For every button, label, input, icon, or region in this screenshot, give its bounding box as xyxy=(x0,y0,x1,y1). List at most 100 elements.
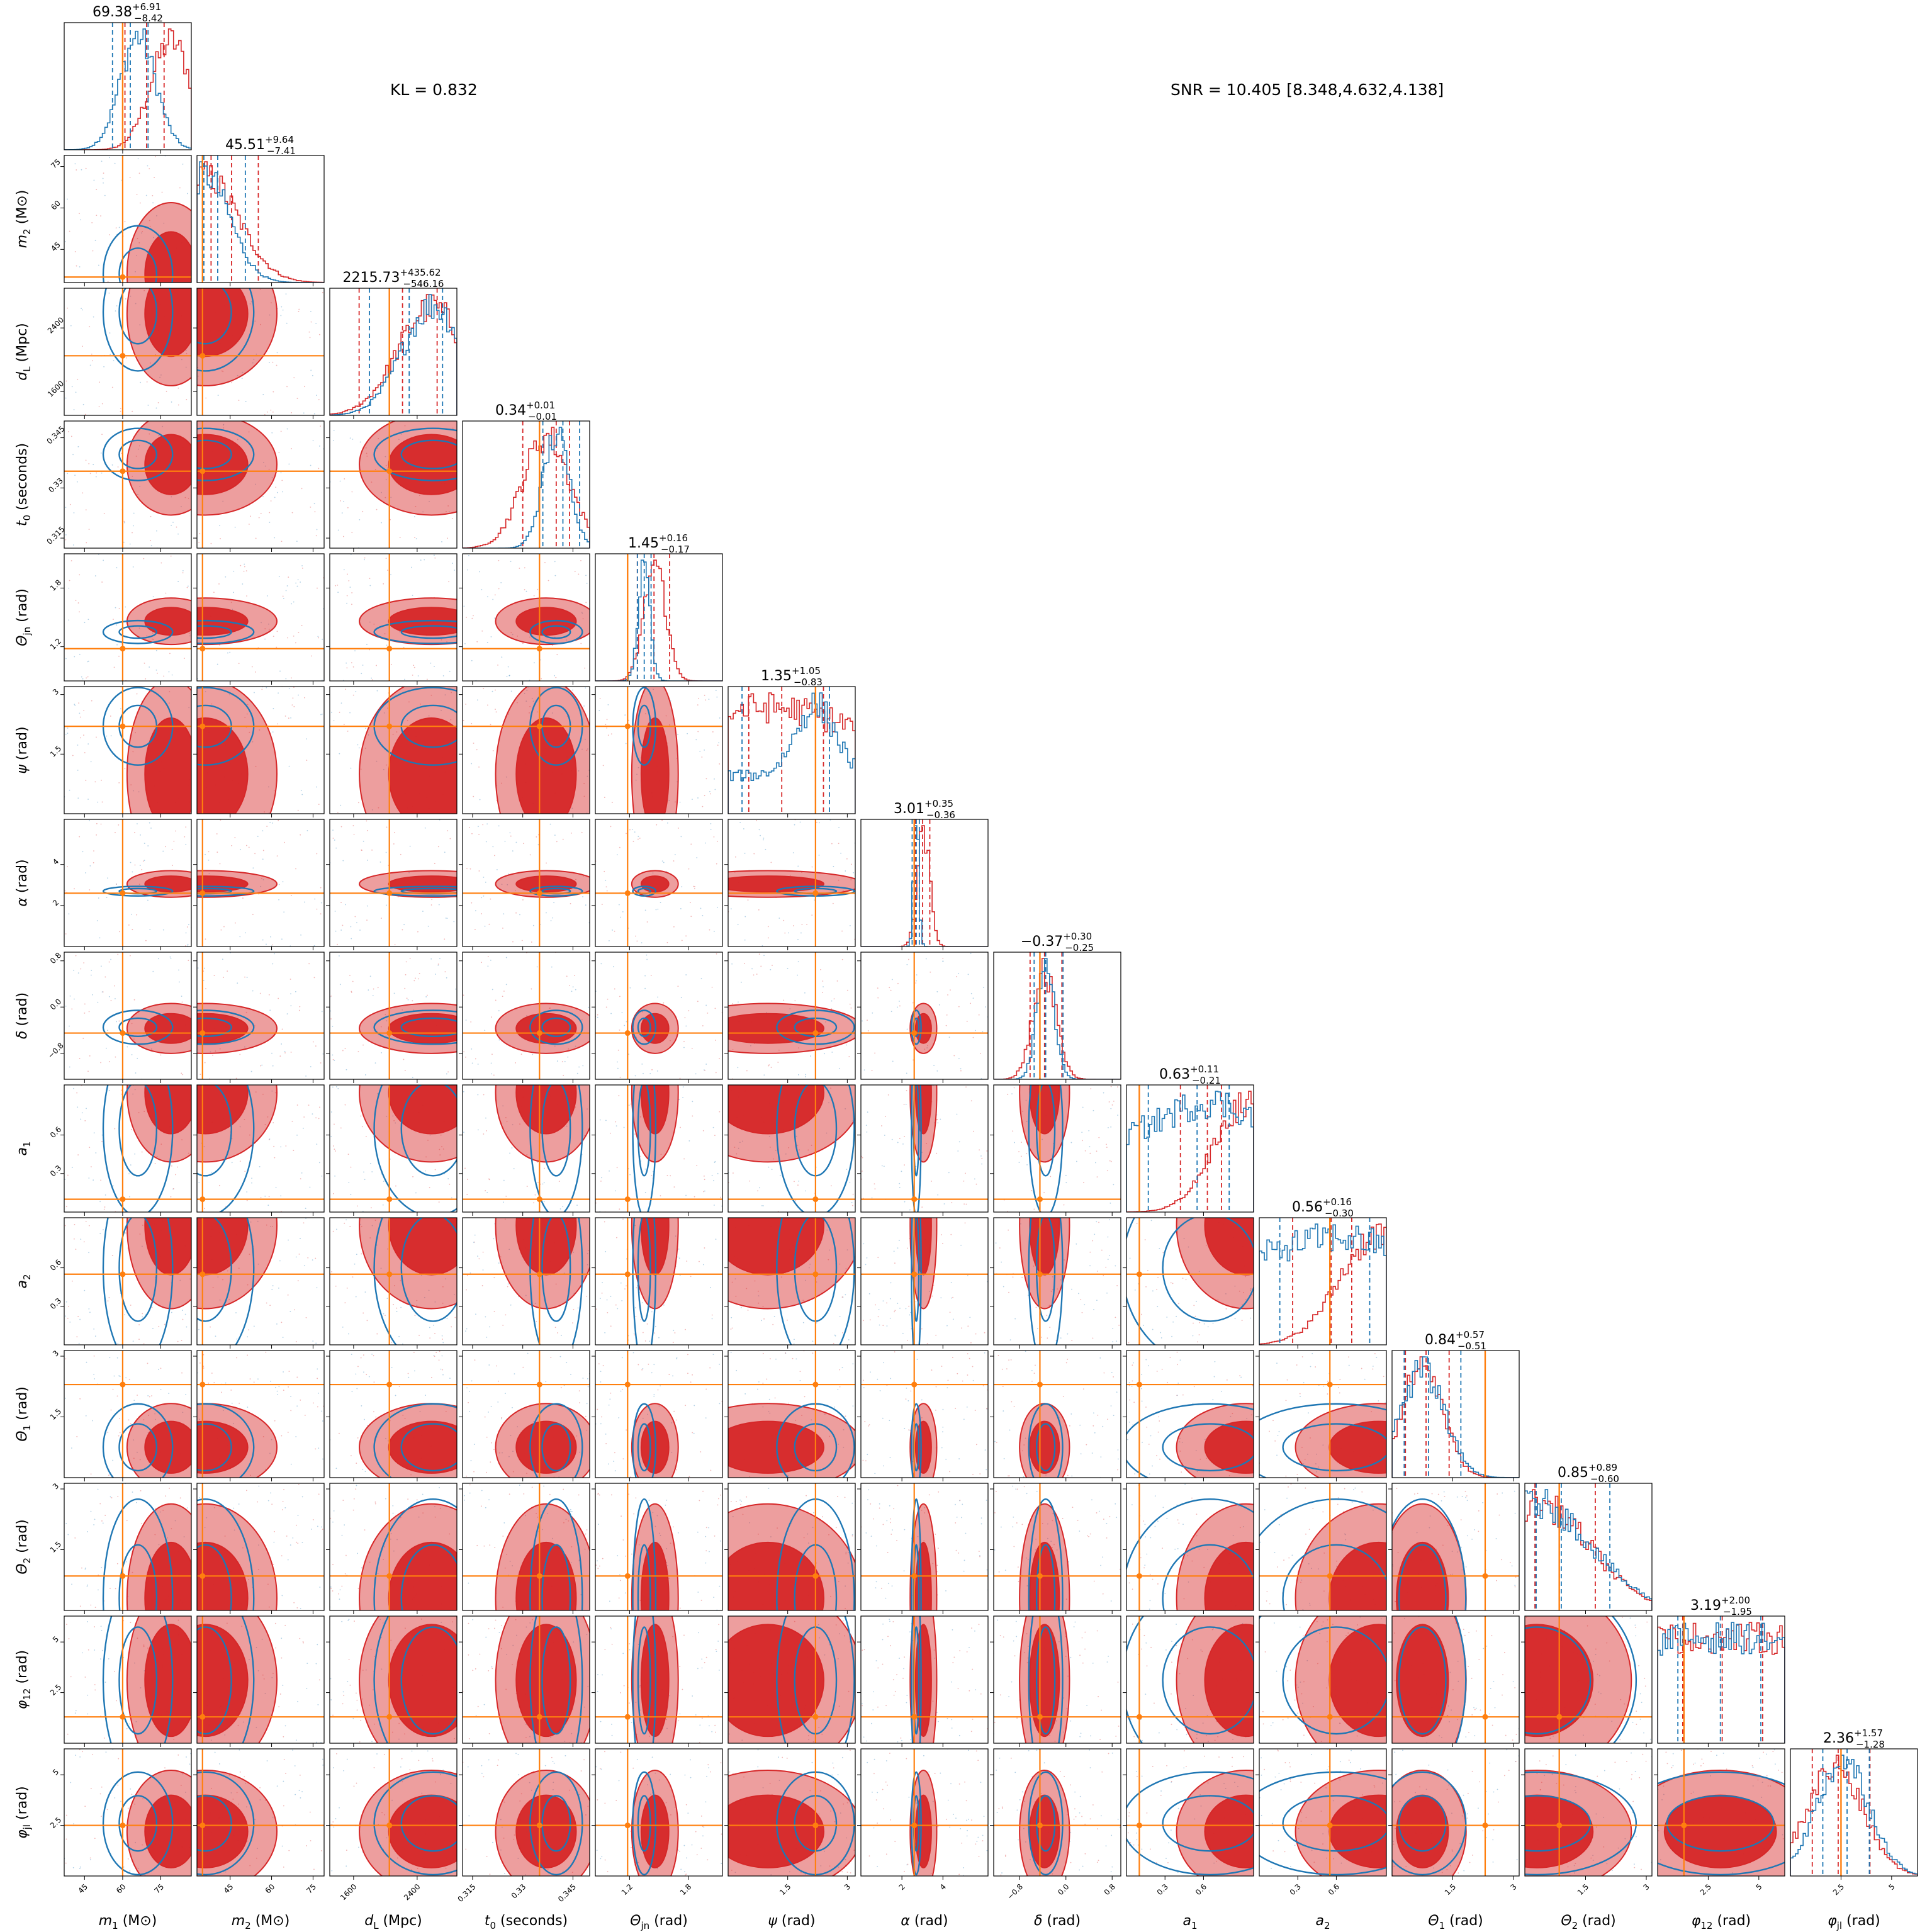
sample-dot xyxy=(636,1287,637,1289)
sample-dot xyxy=(312,1113,313,1115)
sample-dot xyxy=(138,1324,140,1325)
sample-dot xyxy=(88,1252,89,1254)
sample-dot xyxy=(101,160,103,162)
sample-dot xyxy=(405,974,407,975)
sample-dot xyxy=(673,1330,675,1332)
sample-dot xyxy=(718,742,720,744)
sample-dot xyxy=(68,913,70,915)
sample-dot xyxy=(671,1452,673,1453)
contour-outer-b xyxy=(1028,1218,1064,1345)
sample-dot xyxy=(982,1385,984,1386)
contour-inner-a xyxy=(728,1013,824,1044)
sample-dot xyxy=(1031,1370,1033,1371)
sample-dot xyxy=(290,1395,291,1397)
sample-dot xyxy=(364,1418,365,1420)
sample-dot xyxy=(1092,1109,1094,1111)
sample-dot xyxy=(635,935,636,937)
sample-dot xyxy=(1093,1308,1094,1310)
sample-dot xyxy=(162,929,164,931)
sample-dot xyxy=(244,1046,245,1048)
sample-dot xyxy=(1361,1368,1362,1369)
sample-dot xyxy=(188,1152,189,1154)
sample-dot xyxy=(704,749,705,751)
sample-dot xyxy=(1176,1395,1178,1396)
sample-dot xyxy=(186,587,188,588)
sample-dot xyxy=(376,508,378,510)
sample-dot xyxy=(679,1077,681,1079)
sample-dot xyxy=(418,1335,420,1336)
sample-dot xyxy=(333,430,335,431)
sample-dot xyxy=(315,535,317,537)
sample-dot xyxy=(574,975,575,976)
sample-dot xyxy=(967,1325,969,1327)
sample-dot xyxy=(704,1069,705,1071)
sample-dot xyxy=(926,1047,928,1048)
sample-dot xyxy=(490,1461,491,1463)
sample-dot xyxy=(385,1437,386,1439)
sample-dot xyxy=(1316,1471,1318,1473)
contour-panel-2-1 xyxy=(193,288,325,419)
sample-dot xyxy=(551,966,553,968)
sample-dot xyxy=(1134,1473,1136,1474)
sample-dot xyxy=(578,1066,580,1068)
sample-dot xyxy=(1179,1437,1181,1439)
sample-dot xyxy=(537,844,539,846)
sample-dot xyxy=(101,779,103,781)
sample-dot xyxy=(79,712,81,714)
sample-dot xyxy=(138,627,140,629)
sample-dot xyxy=(296,1405,298,1407)
sample-dot xyxy=(555,1283,557,1285)
contour-inner-b xyxy=(197,1423,232,1472)
sample-dot xyxy=(1060,1279,1062,1281)
sample-dot xyxy=(351,991,352,993)
sample-dot xyxy=(407,1498,409,1500)
sample-dot xyxy=(125,1377,127,1379)
sample-dot xyxy=(372,995,374,996)
sample-dot xyxy=(169,653,171,654)
sample-dot xyxy=(424,1296,425,1298)
sample-dot xyxy=(709,790,710,792)
panel-frame xyxy=(1126,1084,1254,1213)
contour-panel-10-0: 1.53 xyxy=(48,1349,192,1481)
sample-dot xyxy=(493,1449,495,1451)
sample-dot xyxy=(822,992,823,993)
sample-dot xyxy=(199,1362,201,1364)
sample-dot xyxy=(92,994,93,996)
sample-dot xyxy=(410,1474,412,1476)
sample-dot xyxy=(660,1154,662,1155)
panel-frame xyxy=(196,420,325,549)
sample-dot xyxy=(303,412,305,414)
sample-dot xyxy=(272,823,273,824)
sample-dot xyxy=(690,843,692,845)
panel-frame xyxy=(329,420,458,549)
truth-point xyxy=(120,890,126,896)
sample-dot xyxy=(146,635,148,637)
sample-dot xyxy=(175,1174,176,1176)
sample-dot xyxy=(347,731,349,732)
sample-dot xyxy=(291,1120,293,1122)
sample-dot xyxy=(189,635,191,637)
sample-dot xyxy=(946,1325,948,1327)
sample-dot xyxy=(285,678,287,680)
sample-dot xyxy=(863,1387,865,1388)
sample-dot xyxy=(1092,1425,1094,1427)
sample-dot xyxy=(731,1317,733,1318)
sample-dot xyxy=(203,1354,205,1356)
sample-dot xyxy=(88,1011,90,1013)
sample-dot xyxy=(339,711,340,713)
contour-outer-b xyxy=(1028,1403,1064,1478)
contour-inner-b xyxy=(197,439,232,469)
sample-dot xyxy=(262,394,264,395)
sample-dot xyxy=(707,1012,709,1014)
y-tick-label: 1600 xyxy=(46,379,65,398)
sample-dot xyxy=(730,1352,732,1354)
sample-dot xyxy=(130,1305,132,1306)
sample-dot xyxy=(773,1158,774,1160)
sample-dot xyxy=(1274,1440,1276,1442)
sample-dot xyxy=(1103,1275,1104,1276)
sample-dot xyxy=(430,1377,432,1378)
contour-inner-b xyxy=(541,1085,571,1177)
sample-dot xyxy=(312,1340,314,1342)
sample-dot xyxy=(763,839,764,841)
truth-point xyxy=(812,1030,819,1036)
